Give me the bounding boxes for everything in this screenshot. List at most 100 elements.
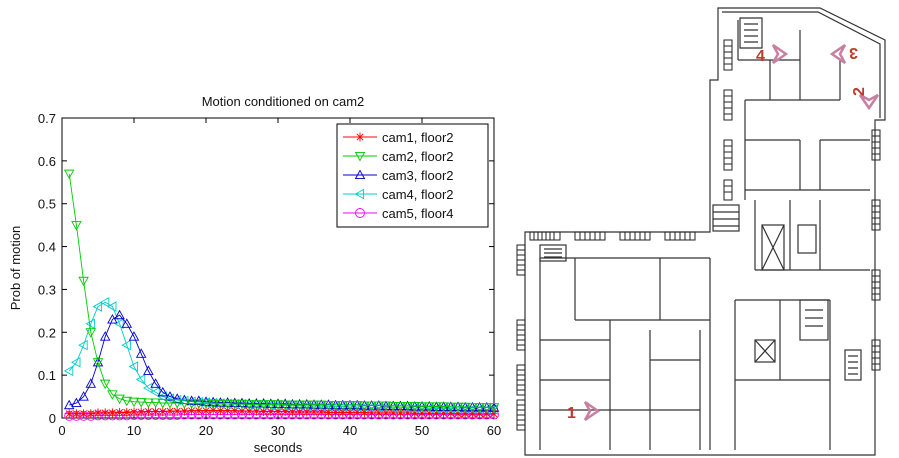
data-point	[294, 400, 305, 411]
data-point	[172, 406, 182, 416]
data-point	[452, 402, 464, 413]
data-point	[251, 406, 261, 416]
legend-entry: cam5, floor4	[343, 206, 454, 221]
series-3	[63, 309, 500, 412]
data-point	[143, 407, 153, 417]
legend-entry: cam1, floor2	[343, 130, 454, 145]
data-point	[100, 408, 110, 418]
data-point	[71, 221, 82, 231]
data-point	[165, 406, 175, 416]
data-point	[200, 399, 212, 409]
data-point	[287, 398, 298, 409]
legend-label: cam1, floor2	[382, 130, 454, 145]
data-point	[151, 407, 161, 417]
data-point	[186, 395, 197, 405]
data-point	[142, 382, 153, 394]
data-point	[150, 398, 161, 408]
y-tick-label: 0.5	[38, 197, 56, 212]
windows	[516, 39, 881, 431]
x-axis: 0 10 20 30 40 50 60	[58, 118, 501, 438]
data-point	[79, 409, 89, 419]
data-point	[223, 406, 233, 416]
data-point	[265, 398, 277, 408]
data-point	[193, 395, 205, 405]
data-point	[374, 408, 384, 418]
data-point	[63, 399, 75, 410]
data-point	[351, 401, 363, 411]
data-point	[338, 407, 348, 417]
data-point	[92, 358, 104, 368]
legend-entry: cam3, floor2	[343, 168, 454, 183]
x-tick-label: 20	[199, 423, 213, 438]
legend-swatch-marker	[355, 208, 365, 218]
data-point	[330, 401, 341, 411]
data-point	[323, 407, 333, 417]
data-point	[122, 407, 132, 417]
data-point	[409, 401, 421, 412]
data-point	[323, 401, 334, 411]
data-point	[345, 407, 355, 417]
data-point	[135, 398, 147, 408]
y-tick-label: 0.4	[38, 240, 56, 255]
data-point	[121, 396, 133, 407]
data-point	[279, 398, 291, 408]
data-point	[115, 407, 125, 417]
data-point	[467, 409, 477, 419]
data-point	[114, 309, 125, 320]
data-point	[222, 397, 233, 407]
data-point	[266, 407, 276, 417]
data-point	[387, 401, 399, 412]
data-point	[207, 399, 219, 410]
y-axis: 0 0.1 0.2 0.3 0.4 0.5 0.6 0.7	[38, 111, 494, 426]
data-point	[251, 400, 262, 410]
data-point	[179, 406, 189, 416]
data-point	[200, 396, 212, 406]
series-1	[64, 405, 499, 419]
data-point	[352, 407, 362, 417]
data-point	[92, 301, 103, 312]
legend-swatch-marker	[355, 132, 365, 142]
data-point	[229, 397, 241, 408]
data-point	[99, 297, 110, 308]
camera-marker-1: 1	[567, 400, 601, 422]
data-point	[403, 408, 413, 418]
data-point	[367, 408, 377, 418]
data-point	[251, 398, 262, 408]
data-point	[215, 406, 225, 416]
svg-text:1: 1	[567, 405, 576, 422]
x-tick-label: 40	[343, 423, 357, 438]
series-layer	[63, 169, 500, 421]
data-point	[481, 403, 493, 413]
data-point	[301, 398, 313, 409]
data-point	[86, 409, 96, 419]
legend-swatch-marker	[354, 151, 366, 162]
data-point	[71, 409, 81, 419]
data-point	[258, 398, 269, 408]
data-point	[417, 408, 427, 418]
x-tick-label: 0	[58, 423, 65, 438]
data-point	[143, 365, 154, 375]
legend-label: cam5, floor4	[382, 206, 454, 221]
data-point	[229, 399, 241, 410]
data-point	[215, 399, 226, 410]
series-4	[63, 297, 499, 415]
data-point	[482, 409, 492, 419]
data-point	[395, 401, 406, 412]
data-point	[171, 398, 183, 409]
legend-entry: cam2, floor2	[343, 149, 454, 164]
data-point	[287, 400, 298, 411]
data-point	[272, 400, 284, 410]
data-point	[373, 401, 385, 411]
camera-marker-4: 4	[756, 43, 789, 65]
data-point	[309, 407, 319, 417]
data-point	[460, 409, 470, 419]
data-point	[93, 408, 103, 418]
data-point	[157, 391, 167, 402]
data-point	[78, 391, 89, 401]
data-point	[107, 408, 117, 418]
data-point	[114, 394, 125, 405]
data-point	[135, 374, 146, 385]
data-point	[106, 301, 117, 312]
data-point	[158, 407, 168, 417]
data-point	[236, 399, 248, 410]
